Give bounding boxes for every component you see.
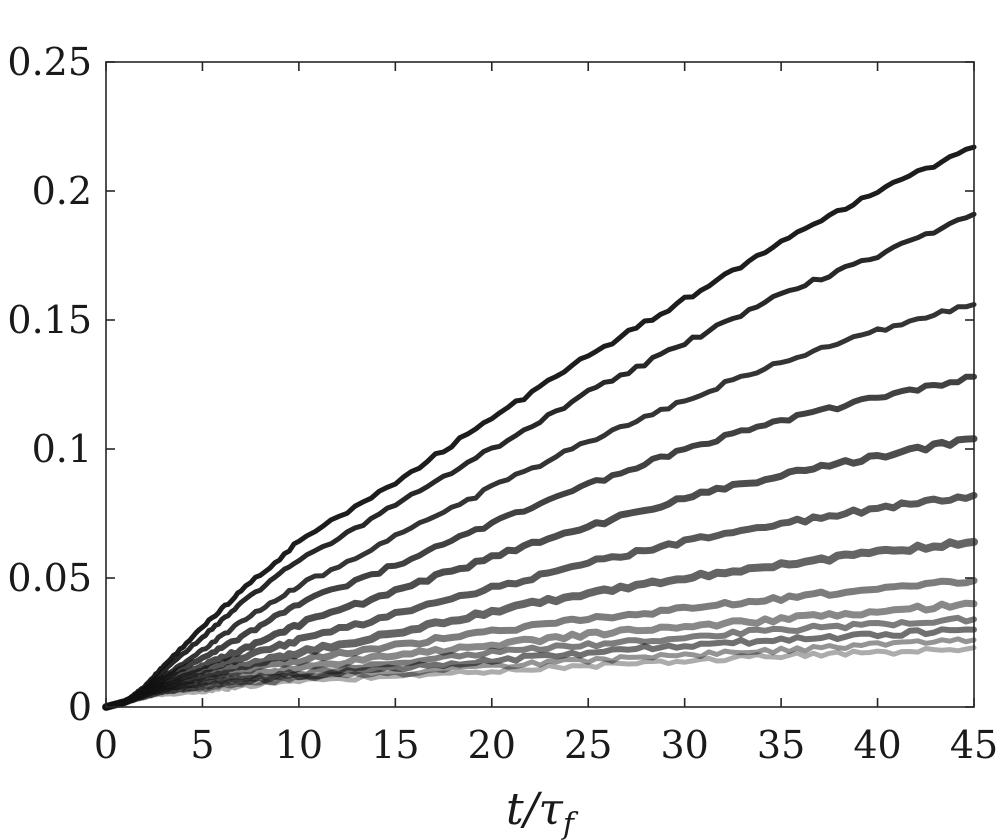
x-axis-title-main: t/τ — [506, 784, 564, 835]
y-tick-label-0.2: 0.2 — [32, 169, 92, 213]
x-tick-label-35: 35 — [757, 723, 805, 767]
series-line-12 — [103, 636, 977, 710]
series-layer — [102, 144, 978, 711]
series-line-11 — [103, 626, 977, 710]
plot-frame — [105, 61, 975, 708]
y-tick-labels: 0 0.05 0.1 0.15 0.2 0.25 — [7, 40, 92, 729]
y-tick-label-0.15: 0.15 — [7, 298, 92, 342]
x-tick-label-10: 10 — [275, 723, 323, 767]
x-tick-label-45: 45 — [950, 723, 998, 767]
x-axis-title-subscript: f — [561, 807, 579, 840]
x-tick-label-25: 25 — [564, 723, 612, 767]
x-tick-label-5: 5 — [190, 723, 214, 767]
x-tick-label-40: 40 — [853, 723, 901, 767]
x-tick-label-15: 15 — [371, 723, 419, 767]
y-tick-label-0.25: 0.25 — [7, 40, 92, 84]
y-tick-label-0.05: 0.05 — [7, 556, 92, 600]
x-tick-labels: 0 5 10 15 20 25 30 35 40 45 — [94, 723, 998, 767]
x-tick-label-30: 30 — [660, 723, 708, 767]
y-tick-label-0.1: 0.1 — [32, 427, 92, 471]
x-tick-label-0: 0 — [94, 723, 118, 767]
x-tick-label-20: 20 — [468, 723, 516, 767]
x-axis-title: t/τf — [506, 784, 579, 840]
y-tick-label-0: 0 — [68, 685, 92, 729]
series-line-13 — [103, 645, 977, 710]
